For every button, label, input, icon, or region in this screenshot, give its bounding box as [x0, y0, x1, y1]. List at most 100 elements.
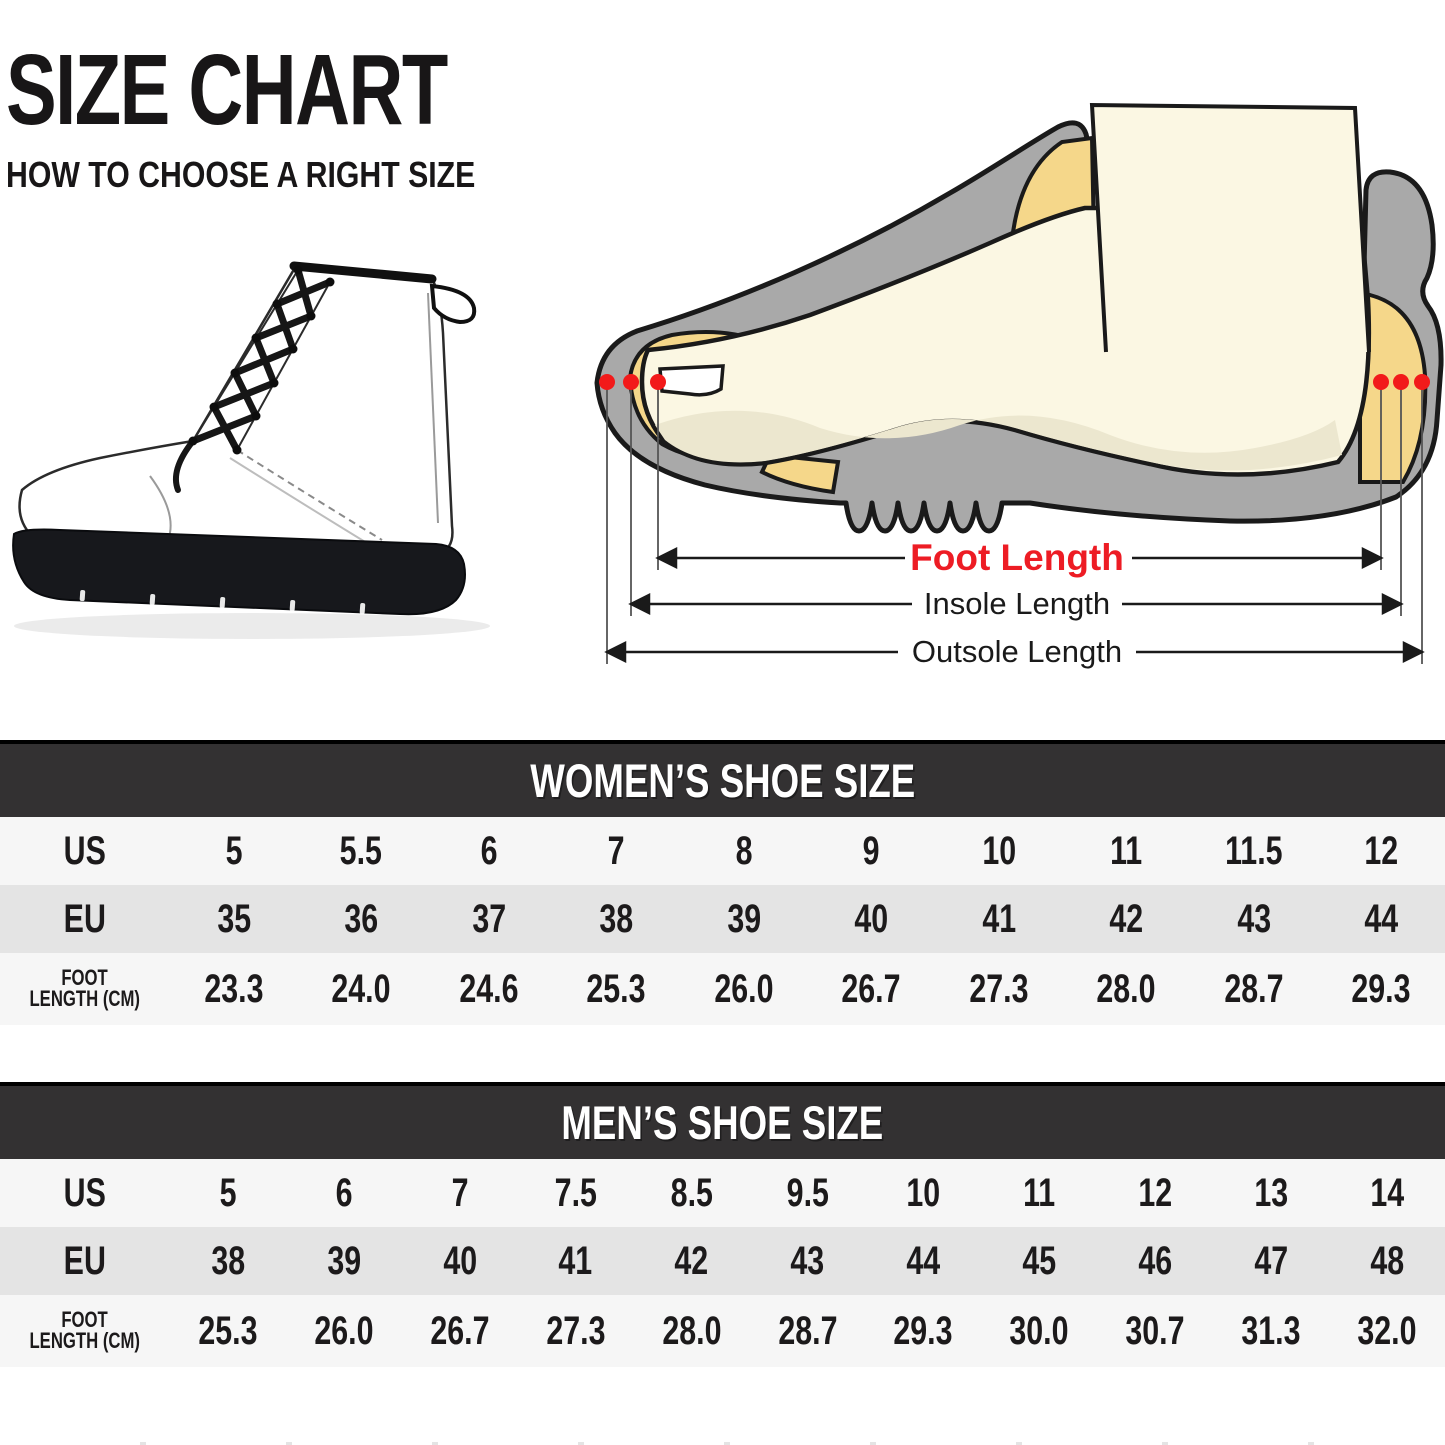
size-cell: 40 — [442, 1238, 477, 1283]
size-cell: 35 — [216, 896, 251, 941]
size-cell: 7.5 — [554, 1170, 597, 1215]
row-label-us: US — [63, 828, 107, 873]
womens-size-table: WOMEN’S SHOE SIZE US 5 5.5 6 7 8 9 10 11… — [0, 740, 1445, 1025]
size-cell: 12 — [1138, 1170, 1173, 1215]
size-cell: 39 — [726, 896, 761, 941]
mens-footlength-row: FOOT LENGTH (CM) 25.3 26.0 26.7 27.3 28.… — [0, 1295, 1445, 1367]
size-cell: 44 — [1364, 896, 1399, 941]
measurement-dots — [599, 374, 1430, 390]
size-cell: 43 — [790, 1238, 825, 1283]
size-cell: 32.0 — [1357, 1308, 1417, 1353]
womens-eu-row: EU 35 36 37 38 39 40 41 42 43 44 — [0, 885, 1445, 953]
size-cell: 40 — [854, 896, 889, 941]
boot-sole — [12, 528, 466, 616]
size-cell: 31.3 — [1241, 1308, 1301, 1353]
size-cell: 27.3 — [546, 1308, 606, 1353]
page-subtitle: HOW TO CHOOSE A RIGHT SIZE — [6, 154, 476, 195]
boot-shadow — [14, 613, 490, 639]
size-cell: 23.3 — [204, 966, 264, 1011]
foot-diagram-svg: Foot Length Insole Length Outsole Length — [594, 102, 1444, 669]
cropped-next-row-hint — [0, 1442, 1445, 1445]
size-cell: 26.0 — [314, 1308, 374, 1353]
foot-shading — [655, 410, 1342, 471]
size-cell: 5.5 — [340, 828, 383, 873]
boot-collar — [289, 261, 437, 284]
size-cell: 9 — [862, 828, 880, 873]
size-cell: 46 — [1138, 1238, 1173, 1283]
boot-laces — [172, 266, 334, 493]
size-cell: 5 — [219, 1170, 237, 1215]
toenail-shape — [658, 364, 725, 397]
womens-table-title: WOMEN’S SHOE SIZE — [530, 754, 915, 807]
size-cell: 38 — [599, 896, 634, 941]
womens-footlength-row: FOOT LENGTH (CM) 23.3 24.0 24.6 25.3 26.… — [0, 953, 1445, 1025]
row-label-foot-length: FOOT LENGTH (CM) — [29, 1307, 141, 1353]
size-cell: 6 — [335, 1170, 353, 1215]
size-cell: 30.0 — [1009, 1308, 1069, 1353]
size-cell: 41 — [558, 1238, 593, 1283]
row-label-us: US — [63, 1170, 107, 1215]
mens-eu-row: EU 38 39 40 41 42 43 44 45 46 47 48 — [0, 1227, 1445, 1295]
size-cell: 38 — [211, 1238, 245, 1283]
boot-pull-tab — [429, 283, 477, 325]
insole-length-label: Insole Length — [924, 586, 1110, 621]
size-cell: 13 — [1254, 1170, 1289, 1215]
size-cell: 39 — [326, 1238, 361, 1283]
size-cell: 42 — [674, 1238, 709, 1283]
size-cell: 28.7 — [1224, 966, 1284, 1011]
outsole-length-label: Outsole Length — [912, 634, 1122, 669]
row-label-eu: EU — [63, 1238, 107, 1283]
boot-upper — [18, 264, 454, 556]
size-cell: 26.7 — [430, 1308, 490, 1353]
size-cell: 25.3 — [586, 966, 646, 1011]
size-cell: 14 — [1370, 1170, 1404, 1215]
size-cell: 8 — [735, 828, 753, 873]
measurement-guide-lines — [606, 388, 1423, 664]
leg-shape — [1089, 102, 1371, 353]
size-cell: 28.0 — [661, 1308, 722, 1353]
size-cell: 5 — [225, 828, 243, 873]
size-cell: 8.5 — [670, 1170, 713, 1215]
size-cell: 36 — [344, 896, 379, 941]
size-cell: 10 — [981, 828, 1016, 873]
size-cell: 12 — [1364, 828, 1399, 873]
foot-length-label: Foot Length — [910, 537, 1124, 578]
boot-illustration — [12, 261, 490, 639]
size-cell: 25.3 — [198, 1308, 258, 1353]
foot-measurement-diagram: Foot Length Insole Length Outsole Length — [580, 60, 1445, 680]
size-cell: 47 — [1254, 1238, 1289, 1283]
size-cell: 11 — [1023, 1170, 1056, 1215]
mens-size-table: MEN’S SHOE SIZE US 5 6 7 7.5 8.5 9.5 10 … — [0, 1082, 1445, 1367]
size-cell: 43 — [1236, 896, 1271, 941]
size-cell: 29.3 — [1351, 966, 1411, 1011]
boot-photo — [0, 238, 520, 648]
row-label-eu: EU — [63, 896, 107, 941]
size-cell: 7 — [607, 828, 625, 873]
size-cell: 9.5 — [786, 1170, 829, 1215]
mens-table-title: MEN’S SHOE SIZE — [561, 1096, 884, 1149]
size-cell: 30.7 — [1125, 1308, 1185, 1353]
size-cell: 29.3 — [893, 1308, 953, 1353]
size-cell: 26.7 — [841, 966, 901, 1011]
size-cell: 48 — [1370, 1238, 1404, 1283]
size-cell: 10 — [906, 1170, 941, 1215]
mens-table-header: MEN’S SHOE SIZE — [0, 1082, 1445, 1159]
title-block: SIZE CHART HOW TO CHOOSE A RIGHT SIZE — [6, 40, 566, 196]
size-cell: 7 — [451, 1170, 469, 1215]
boot-eyelets — [188, 265, 335, 455]
size-cell: 44 — [906, 1238, 941, 1283]
size-cell: 24.0 — [331, 966, 391, 1011]
size-cell: 28.7 — [777, 1308, 838, 1353]
size-cell: 26.0 — [714, 966, 774, 1011]
size-cell: 27.3 — [969, 966, 1029, 1011]
measurement-arrows — [604, 546, 1425, 664]
size-cell: 24.6 — [459, 966, 519, 1011]
mens-us-row: US 5 6 7 7.5 8.5 9.5 10 11 12 13 14 — [0, 1159, 1445, 1227]
womens-table-header: WOMEN’S SHOE SIZE — [0, 740, 1445, 817]
size-cell: 45 — [1022, 1238, 1057, 1283]
size-cell: 11.5 — [1225, 828, 1283, 873]
size-cell: 6 — [480, 828, 498, 873]
size-cell: 42 — [1109, 896, 1144, 941]
size-cell: 11 — [1110, 828, 1143, 873]
